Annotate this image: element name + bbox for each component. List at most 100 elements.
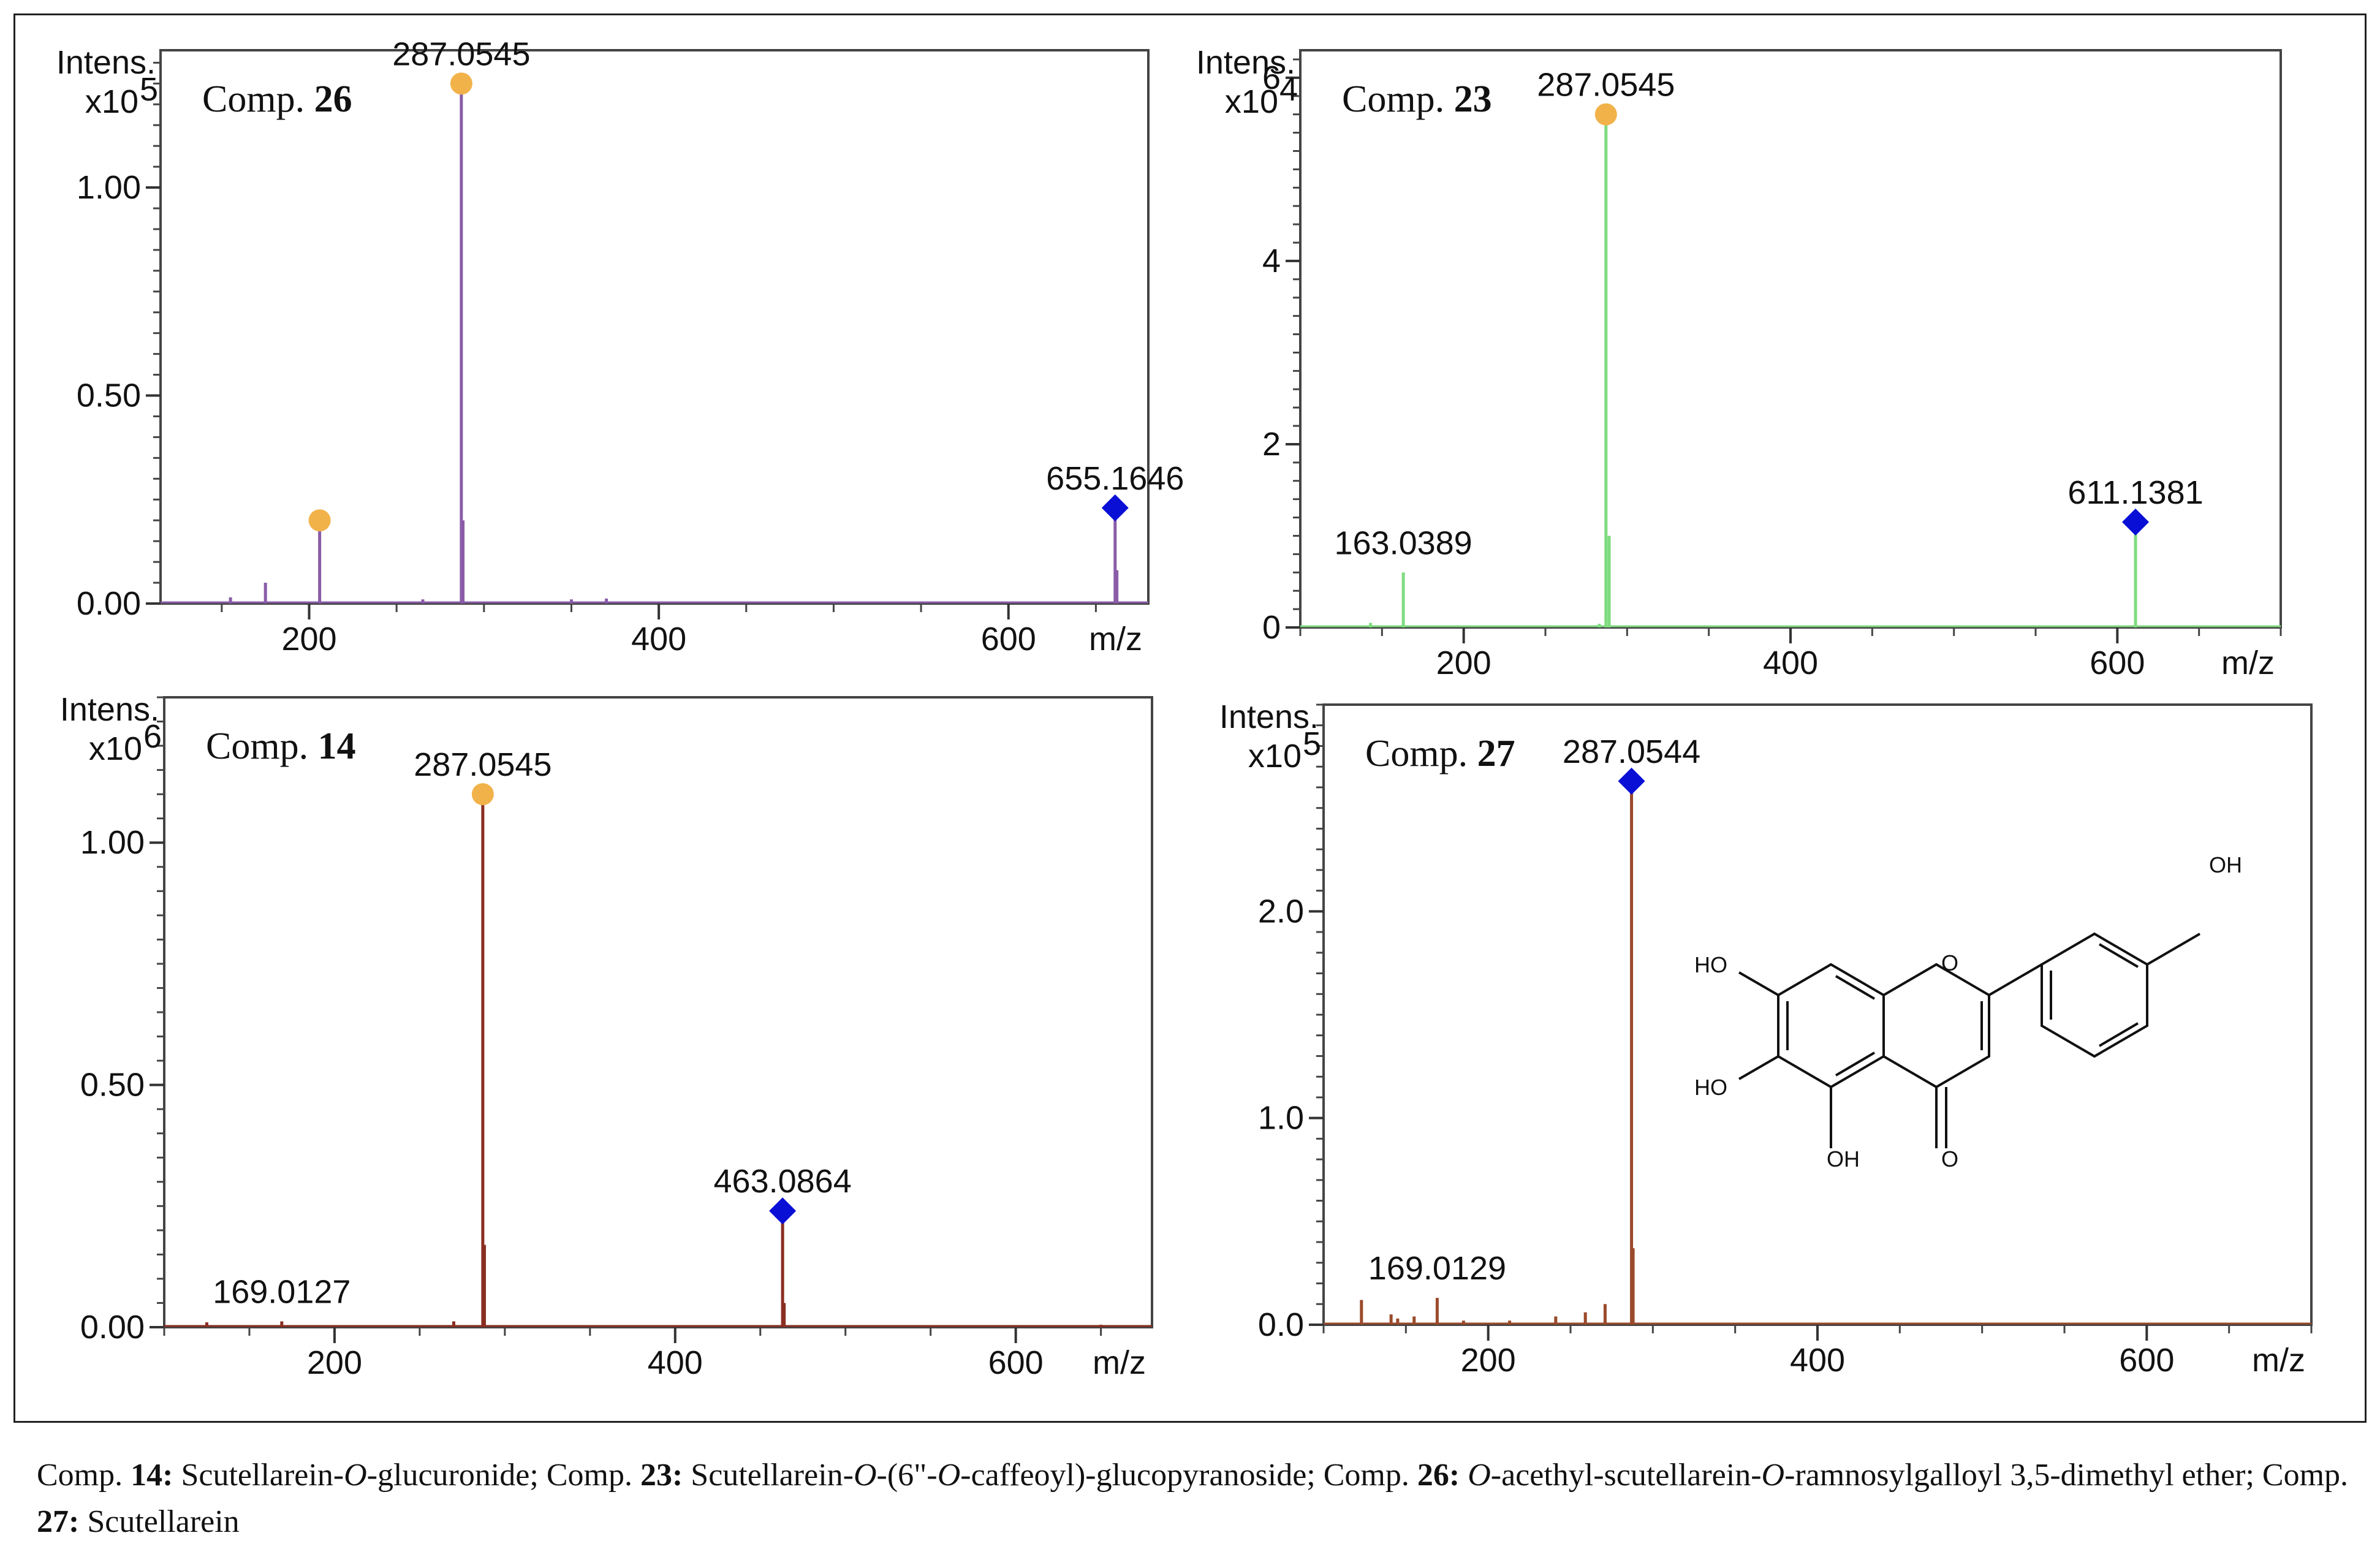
structure-atom-labels: OH HO HO OH O O	[1694, 852, 2242, 1172]
y-axis-label: Intens.	[1219, 699, 1319, 735]
y-scale-label: x10	[1225, 83, 1278, 120]
spectrum-panel-comp27: 0.0 1.0 2.0 200 400 600 m/z Intens.x10 5 Comp. 27…	[1219, 699, 2313, 1379]
x-tick-label: 400	[631, 621, 686, 657]
panel-title-number: 14	[318, 725, 356, 767]
caption-segment: O	[853, 1458, 877, 1493]
peak-mz-label: 163.0389	[1334, 525, 1472, 561]
y-tick-label: 0	[1262, 609, 1281, 646]
y-scale-label: x10	[89, 730, 142, 767]
x-tick-label: 400	[1763, 645, 1818, 681]
atom-label-ring-o: O	[1941, 950, 1958, 975]
plot-frame	[159, 49, 1150, 605]
precursor-diamond-marker	[1618, 767, 1645, 795]
x-axis-label: m/z	[1089, 621, 1142, 657]
atom-label-carbonyl-o: O	[1941, 1146, 1958, 1172]
caption-segment: O	[937, 1458, 961, 1493]
x-tick-label: 200	[281, 621, 336, 657]
y-scale-exponent: 6	[143, 718, 162, 755]
y-scale-label: x10	[85, 83, 138, 120]
caption-segment: O	[1761, 1458, 1785, 1493]
y-tick-label: 6	[1262, 59, 1281, 96]
x-tick-label: 600	[988, 1344, 1044, 1381]
x-axis-label: m/z	[2221, 645, 2275, 681]
plot-frame	[163, 696, 1153, 1328]
y-tick-label: 0.50	[77, 377, 141, 414]
precursor-circle-marker	[471, 783, 494, 806]
figure-frame	[13, 13, 2367, 1423]
peak-mz-label: 655.1646	[1046, 460, 1184, 497]
caption-segment	[1460, 1458, 1468, 1493]
x-tick-label: 600	[2090, 645, 2145, 681]
spectrum-panel-comp14: 0.00 0.50 1.00 200 400 600 m/z Intens.x10 6 Comp.…	[60, 691, 1153, 1381]
precursor-circle-marker	[1594, 103, 1617, 126]
panel-title-prefix: Comp.	[1365, 733, 1477, 774]
x-tick-label: 600	[981, 621, 1036, 657]
x-tick-label: 200	[307, 1344, 362, 1381]
atom-label-ho-6: HO	[1694, 1075, 1727, 1100]
y-tick-label: 4	[1262, 243, 1281, 279]
spectrum-panel-comp26: 0.00 0.50 1.00 200 400 600 m/z Intens.x10 5 Comp.…	[56, 36, 1184, 657]
panel-title-number: 27	[1477, 733, 1515, 774]
x-tick-label: 400	[648, 1344, 703, 1381]
atom-label-oh-4prime: OH	[2209, 852, 2242, 877]
caption-segment: Scutellarein-	[683, 1458, 854, 1493]
caption-segment: -acethyl-scutellarein-	[1490, 1458, 1762, 1493]
panel-title-prefix: Comp.	[202, 78, 314, 120]
precursor-diamond-marker	[1101, 494, 1129, 521]
plot-frame	[1322, 703, 2313, 1326]
atom-label-ho-7: HO	[1694, 952, 1727, 977]
y-tick-label: 0.50	[80, 1067, 145, 1104]
y-scale-exponent: 5	[140, 71, 158, 108]
scutellarein-structure	[1738, 932, 2201, 1148]
caption-segment: 14:	[131, 1458, 173, 1493]
y-tick-label: 1.0	[1258, 1100, 1304, 1137]
panel-title: Comp. 14	[206, 725, 356, 767]
y-axis-label: Intens.	[1196, 44, 1295, 81]
precursor-circle-marker	[308, 509, 331, 532]
precursor-circle-marker	[450, 72, 472, 95]
caption-segment: O	[344, 1458, 367, 1493]
x-tick-label: 600	[2119, 1342, 2174, 1379]
peak-mz-label: 169.0129	[1368, 1250, 1506, 1287]
panel-title-number: 26	[314, 78, 352, 120]
figure-caption: Comp. 14: Scutellarein-O-glucuronide; Co…	[37, 1452, 2353, 1545]
peak-mz-label: 611.1381	[2067, 474, 2203, 511]
x-tick-label: 200	[1436, 645, 1491, 681]
peak-mz-label: 169.0127	[213, 1274, 351, 1311]
caption-segment: Scutellarein-	[173, 1458, 344, 1493]
y-axis-label: Intens.	[60, 691, 159, 728]
panel-title: Comp. 26	[202, 78, 352, 120]
caption-segment: -ramnosylgalloyl 3,5-dimethyl ether; Com…	[1784, 1458, 2349, 1493]
x-axis-label: m/z	[2252, 1342, 2305, 1379]
peak-mz-label: 463.0864	[714, 1163, 852, 1200]
y-tick-label: 1.00	[80, 824, 145, 861]
y-tick-label: 0.00	[80, 1309, 145, 1346]
y-axis-label: Intens.	[56, 44, 156, 81]
caption-segment: 23:	[640, 1458, 683, 1493]
panel-title-number: 23	[1454, 78, 1492, 120]
peak-mz-label: 287.0544	[1563, 733, 1700, 770]
precursor-diamond-marker	[2122, 509, 2150, 536]
y-tick-label: 1.00	[77, 169, 141, 206]
panel-title-prefix: Comp.	[206, 725, 318, 767]
y-tick-label: 0.00	[77, 585, 141, 622]
y-scale-label: x10	[1248, 738, 1302, 774]
panel-title-prefix: Comp.	[1342, 78, 1454, 120]
peak-mz-label: 287.0545	[414, 746, 551, 783]
y-scale-exponent: 5	[1303, 725, 1321, 762]
y-scale-exponent: 4	[1279, 71, 1298, 108]
caption-segment: -(6"-	[876, 1458, 938, 1493]
caption-segment: -caffeoyl)-glucopyranoside; Comp.	[960, 1458, 1417, 1493]
atom-label-oh-5: OH	[1827, 1146, 1860, 1172]
x-axis-label: m/z	[1093, 1344, 1146, 1381]
precursor-diamond-marker	[769, 1197, 797, 1225]
x-tick-label: 400	[1790, 1342, 1845, 1379]
peak-mz-label: 287.0545	[1537, 67, 1675, 104]
y-tick-label: 2	[1262, 426, 1281, 463]
y-tick-label: 0.0	[1258, 1306, 1304, 1343]
caption-segment: 27:	[37, 1504, 80, 1539]
panel-title: Comp. 23	[1342, 78, 1492, 120]
panel-title: Comp. 27	[1365, 733, 1515, 774]
